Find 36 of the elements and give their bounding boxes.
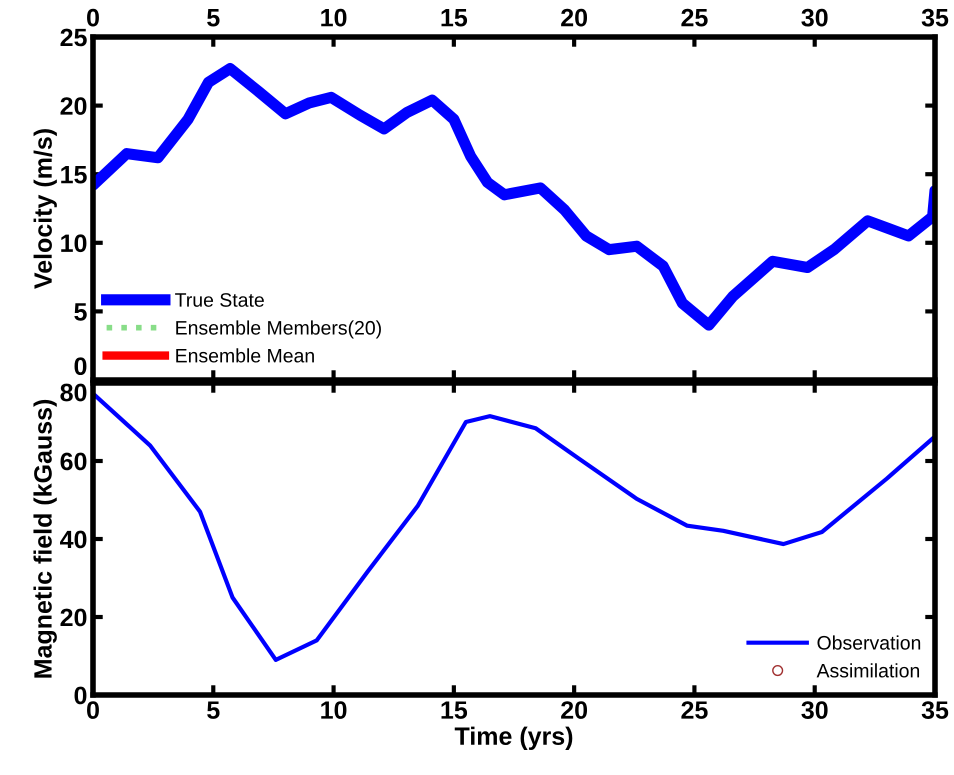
- legend-label: Assimilation: [816, 663, 920, 678]
- y-tick-label: 60: [60, 452, 86, 470]
- x2-tick-label: 0: [87, 8, 99, 27]
- legend-label: Ensemble Mean: [176, 348, 314, 363]
- x-tick-label: 25: [681, 701, 708, 719]
- y-tick-label: 0: [74, 357, 86, 376]
- x-tick-label: 0: [87, 701, 99, 719]
- x-tick-label: 5: [207, 701, 220, 719]
- legend-label: Ensemble Members(20): [176, 320, 381, 339]
- x2-tick-label: 20: [561, 8, 588, 27]
- legend-label: Observation: [817, 635, 920, 650]
- y-axis-title: Magnetic field (kGauss): [33, 400, 57, 678]
- x2-tick-label: 15: [442, 9, 468, 27]
- line-series: [93, 391, 935, 662]
- y-tick-label: 40: [60, 530, 86, 548]
- legend-label: True State: [175, 293, 264, 307]
- y-tick-label: 15: [61, 166, 87, 184]
- y-tick-label: 25: [60, 28, 87, 46]
- y-tick-label: 5: [74, 303, 87, 321]
- x2-tick-label: 25: [681, 8, 708, 27]
- x-tick-label: 20: [561, 701, 588, 719]
- y-axis-title: Velocity (m/s): [34, 129, 57, 289]
- y-tick-label: 0: [74, 686, 86, 704]
- x-tick-label: 35: [922, 701, 948, 719]
- x2-tick-label: 5: [207, 9, 220, 27]
- x-tick-label: 15: [442, 701, 468, 719]
- x2-tick-label: 35: [922, 8, 948, 27]
- y-tick-label: 80: [60, 384, 86, 402]
- x2-tick-label: 30: [801, 8, 828, 27]
- x-tick-label: 10: [321, 701, 346, 719]
- y-tick-label: 20: [60, 608, 86, 626]
- x-axis-title: Time (yrs): [454, 726, 572, 750]
- y-tick-label: 20: [60, 97, 86, 115]
- x-tick-label: 30: [801, 701, 828, 719]
- x2-tick-label: 10: [321, 8, 346, 27]
- y-tick-label: 10: [61, 234, 86, 252]
